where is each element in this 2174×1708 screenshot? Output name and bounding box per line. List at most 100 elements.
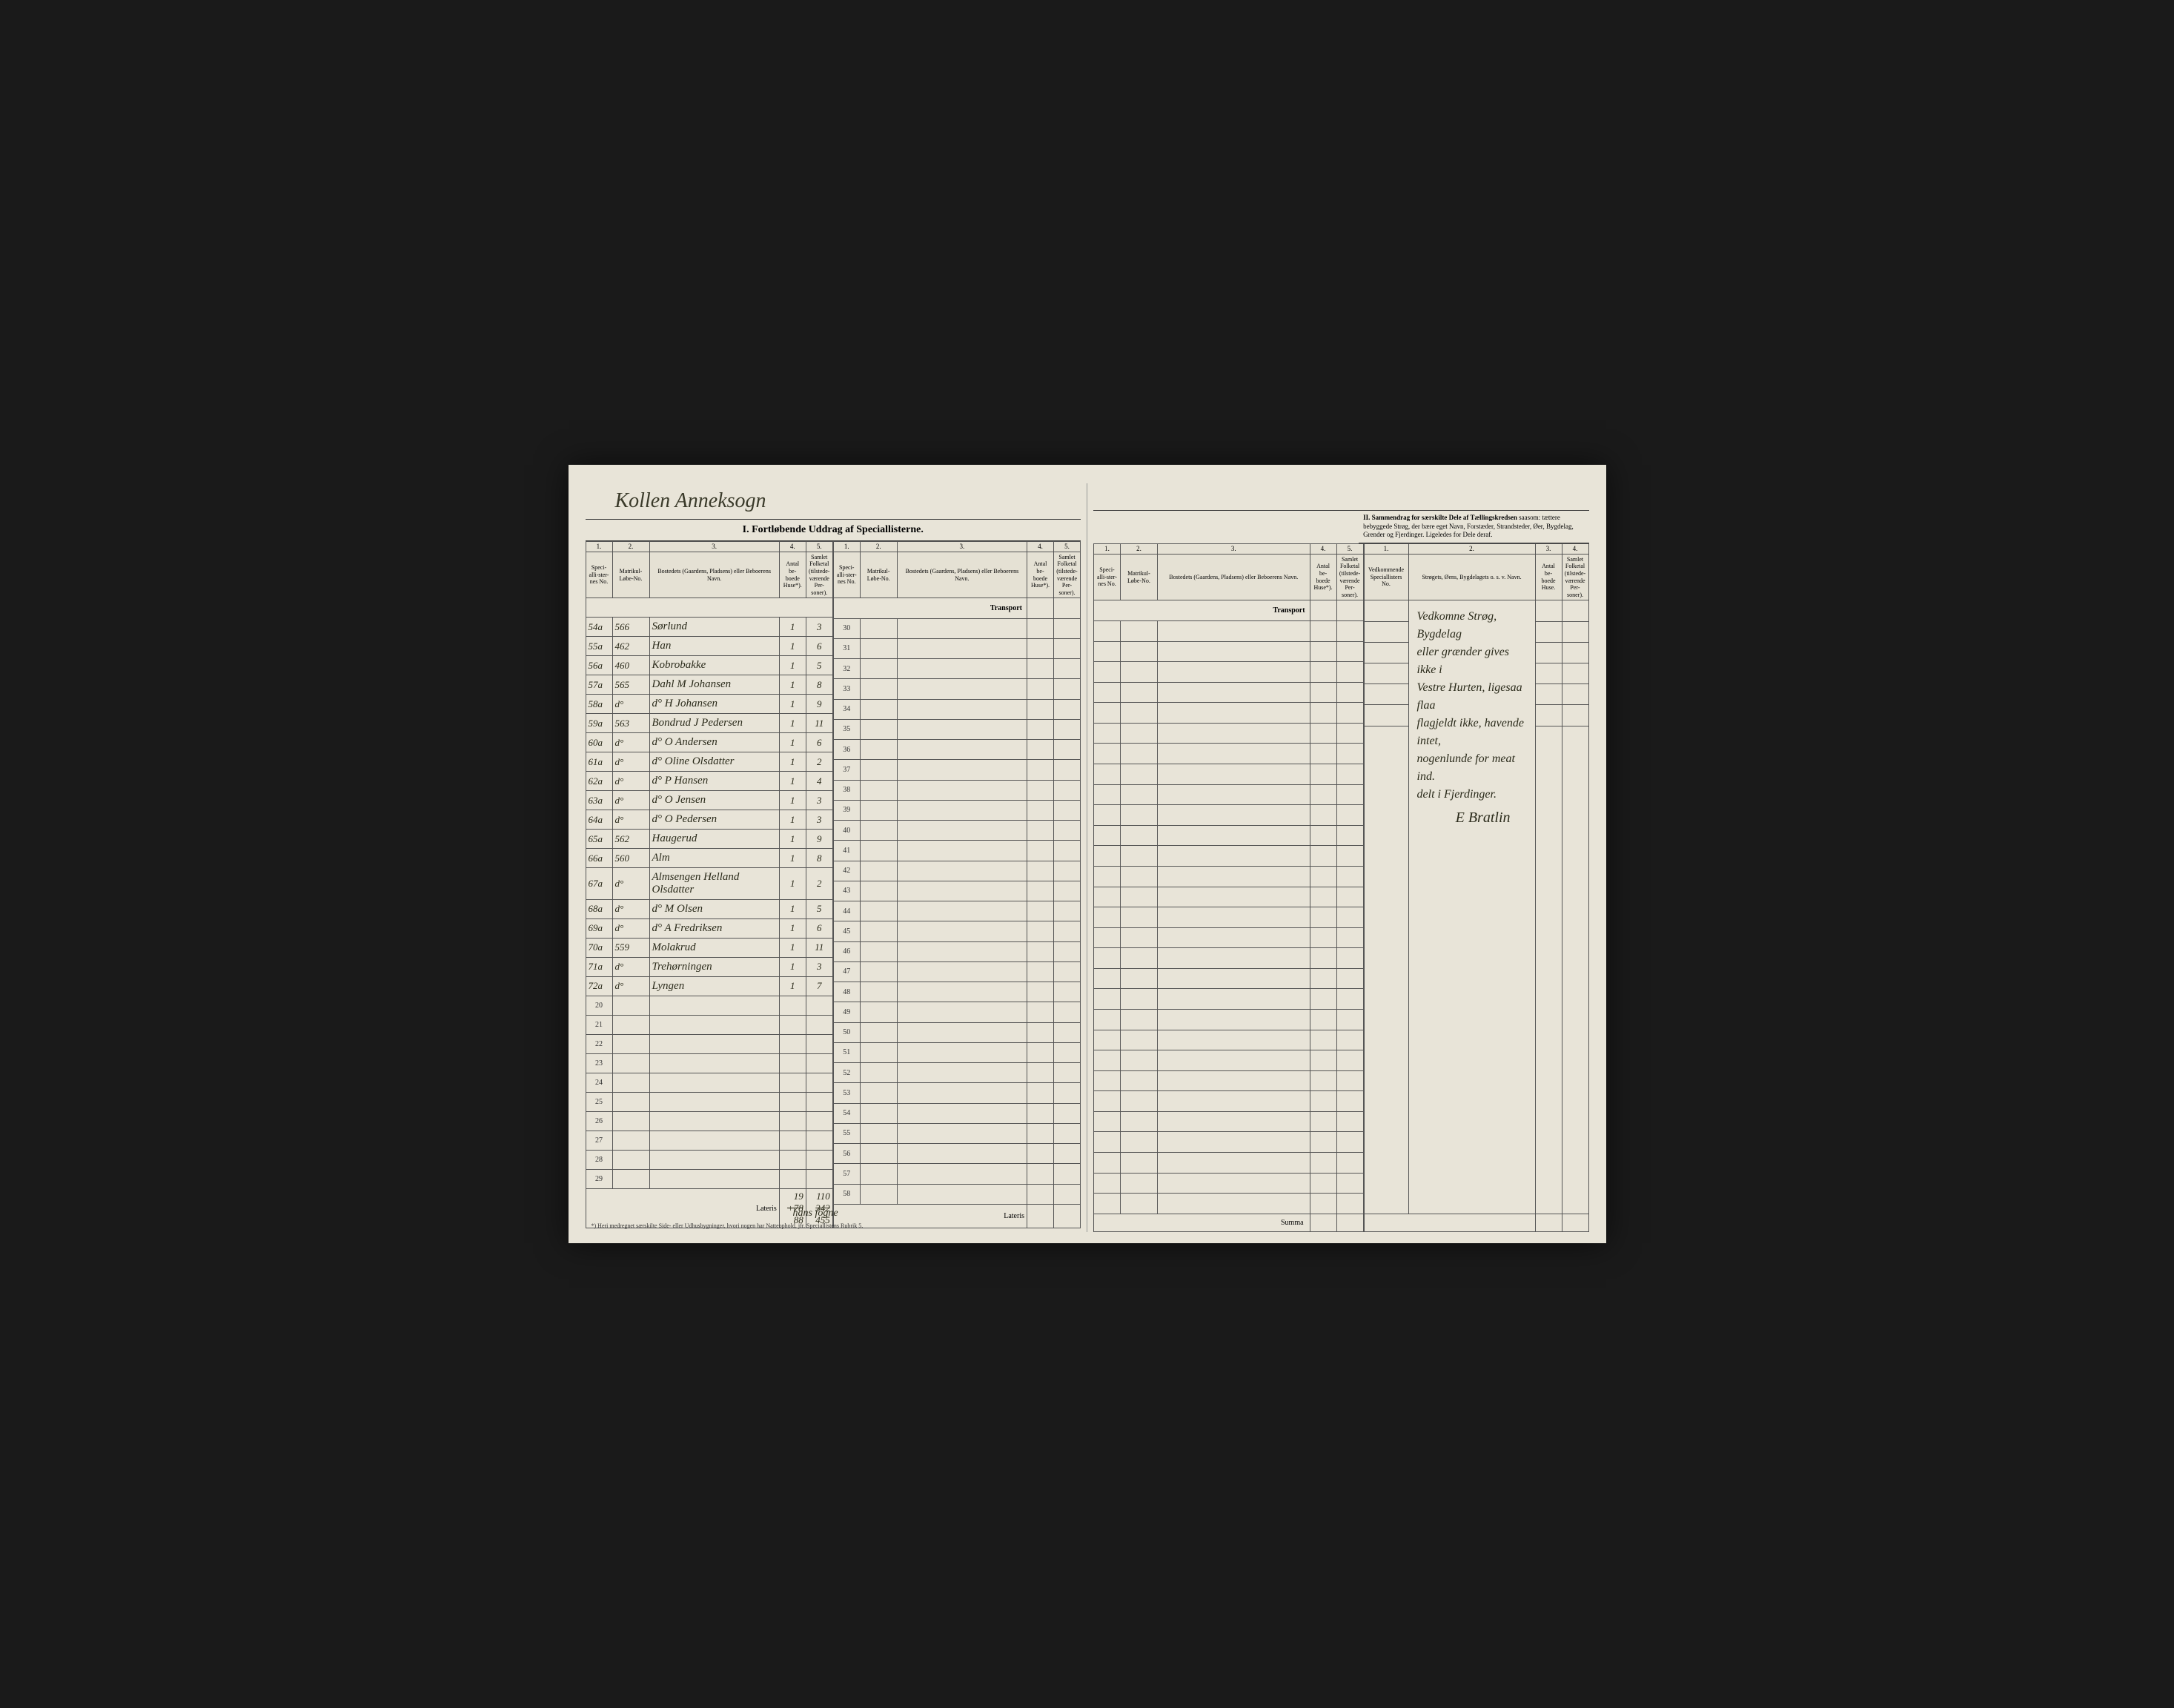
table-row: 55 [833, 1123, 1080, 1143]
cell-mat: d° [612, 752, 649, 772]
cell-printed-no: 32 [833, 659, 860, 679]
cell-name: Kobrobakke [649, 656, 779, 675]
table-a-body: 54a566Sørlund1355a462Han1656a460Kobrobak… [586, 598, 832, 1189]
cell-huse: 1 [779, 675, 806, 695]
table-row: 43 [833, 881, 1080, 901]
cell-printed-no: 31 [833, 638, 860, 658]
table-row [1094, 662, 1364, 683]
cell-printed-no: 49 [833, 1002, 860, 1022]
table-row: 57a565Dahl M Johansen18 [586, 675, 832, 695]
table-row [1094, 1111, 1364, 1132]
cell-printed-no: 42 [833, 861, 860, 881]
cell-folk: 11 [806, 714, 832, 733]
cell-name: d° P Hansen [649, 772, 779, 791]
table-row [1094, 744, 1364, 764]
cell-folk: 6 [806, 733, 832, 752]
table-row: 22 [586, 1034, 832, 1053]
cell-printed-no: 50 [833, 1022, 860, 1042]
table-row: 55a462Han16 [586, 637, 832, 656]
table-row: 27 [586, 1131, 832, 1150]
cell-printed-no: 52 [833, 1063, 860, 1083]
table-row: 44 [833, 901, 1080, 921]
cell-huse: 1 [779, 976, 806, 996]
summa-row: Summa [1094, 1214, 1364, 1232]
section-i-title: I. Fortløbende Uddrag af Speciallisterne… [586, 519, 1081, 541]
table-row [1094, 887, 1364, 907]
col-num-5: 5. [806, 542, 832, 552]
cell-printed-no: 56 [833, 1144, 860, 1164]
table-row: 64ad°d° O Pedersen13 [586, 810, 832, 830]
table-row [1094, 1132, 1364, 1153]
cell-no: 61a [586, 752, 612, 772]
cell-printed-no: 58 [833, 1184, 860, 1204]
cell-printed-no: 25 [586, 1092, 612, 1111]
cell-printed-no: 54 [833, 1103, 860, 1123]
header-special-no-b: Speci-alli-ster-nes No. [833, 552, 860, 598]
cell-mat: d° [612, 957, 649, 976]
cell-name: Dahl M Johansen [649, 675, 779, 695]
table-b: 1. 2. 3. 4. 5. Speci-alli-ster-nes No. M… [833, 541, 1081, 1228]
cell-folk: 3 [806, 957, 832, 976]
cell-no: 55a [586, 637, 612, 656]
table-row [1094, 968, 1364, 989]
table-row [1094, 784, 1364, 805]
cell-huse: 1 [779, 810, 806, 830]
cell-no: 60a [586, 733, 612, 752]
cell-no: 59a [586, 714, 612, 733]
cell-printed-no: 47 [833, 961, 860, 982]
cell-printed-no: 48 [833, 982, 860, 1002]
cell-name: Haugerud [649, 830, 779, 849]
cell-printed-no: 26 [586, 1111, 612, 1131]
table-row: 33 [833, 679, 1080, 699]
table-row: 26 [586, 1111, 832, 1131]
cell-name: d° O Jensen [649, 791, 779, 810]
table-row: 56 [833, 1144, 1080, 1164]
table-row [1094, 723, 1364, 744]
cell-printed-no: 23 [586, 1053, 612, 1073]
cell-name: d° H Johansen [649, 695, 779, 714]
cell-printed-no: 33 [833, 679, 860, 699]
table-d: 1. 2. 3. 4. Vedkommende Speciallisters N… [1364, 543, 1589, 1232]
cell-folk: 2 [806, 752, 832, 772]
cell-name: d° Oline Olsdatter [649, 752, 779, 772]
table-row: 34 [833, 699, 1080, 719]
header-vedk-no: Vedkommende Speciallisters No. [1364, 554, 1408, 600]
table-row: 36 [833, 740, 1080, 760]
cell-no: 56a [586, 656, 612, 675]
header-huse: Antal be-boede Huse*). [779, 552, 806, 598]
signature: E Bratlin [1411, 810, 1533, 827]
cell-no: 57a [586, 675, 612, 695]
cell-printed-no: 28 [586, 1150, 612, 1169]
cell-name: Molakrud [649, 938, 779, 957]
table-row: 61ad°d° Oline Olsdatter12 [586, 752, 832, 772]
table-row [1094, 825, 1364, 846]
cell-folk: 5 [806, 656, 832, 675]
header-matrikul: Matrikul-Løbe-No. [612, 552, 649, 598]
cell-name: d° A Fredriksen [649, 918, 779, 938]
cell-name: Sørlund [649, 618, 779, 637]
table-row: 52 [833, 1063, 1080, 1083]
table-row: 32 [833, 659, 1080, 679]
cell-mat: 460 [612, 656, 649, 675]
cell-no: 62a [586, 772, 612, 791]
table-c: 1. 2. 3. 4. 5. Speci-alli-ster-nes No. M… [1093, 543, 1364, 1232]
col-num-1b: 1. [833, 542, 860, 552]
table-c-body: Transport [1094, 600, 1364, 1214]
cell-huse: 1 [779, 899, 806, 918]
cell-huse: 1 [779, 849, 806, 868]
table-row [1094, 846, 1364, 867]
cell-folk: 2 [806, 868, 832, 899]
table-row: 54a566Sørlund13 [586, 618, 832, 637]
table-row: 70a559Molakrud111 [586, 938, 832, 957]
table-row: 42 [833, 861, 1080, 881]
table-row: 45 [833, 921, 1080, 941]
cell-printed-no: 22 [586, 1034, 612, 1053]
header-bosted: Bostedets (Gaardens, Pladsens) eller Beb… [649, 552, 779, 598]
cell-printed-no: 38 [833, 780, 860, 800]
cell-folk: 6 [806, 918, 832, 938]
table-row [1094, 948, 1364, 969]
left-tables-container: 1. 2. 3. 4. 5. Speci-alli-ster-nes No. M… [586, 541, 1081, 1228]
cell-printed-no: 21 [586, 1015, 612, 1034]
cell-mat: d° [612, 868, 649, 899]
table-row [1094, 1070, 1364, 1091]
